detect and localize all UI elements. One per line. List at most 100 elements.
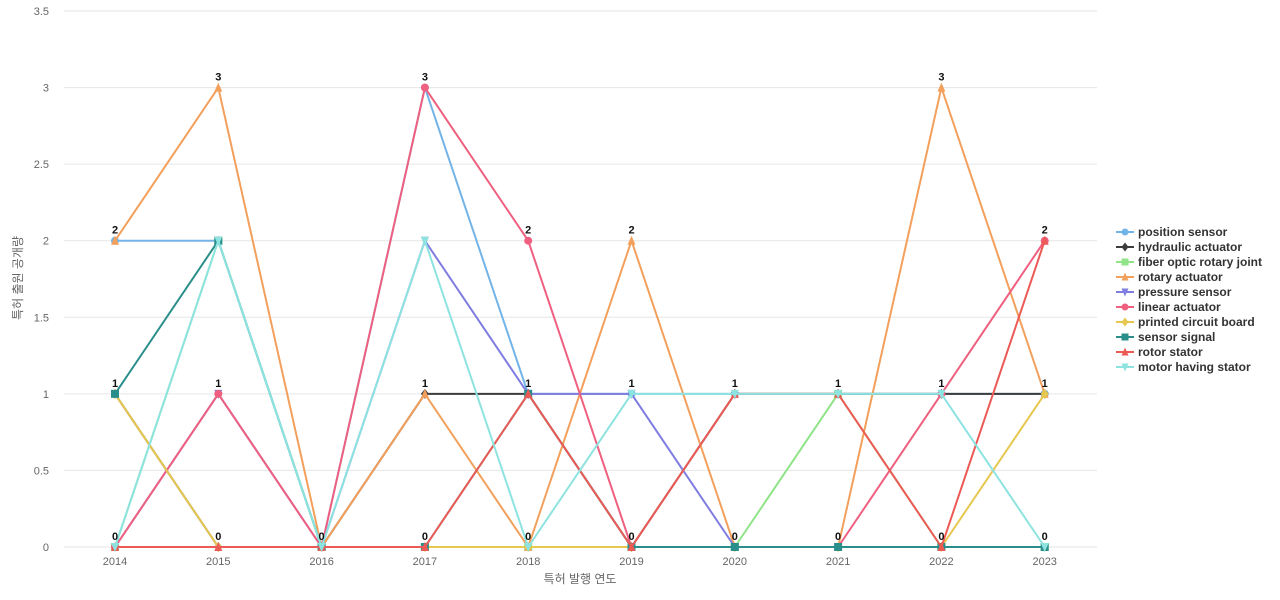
- y-tick-label: 0: [43, 542, 49, 554]
- legend-item-hydraulic-actuator[interactable]: hydraulic actuator: [1116, 239, 1262, 254]
- data-label: 0: [422, 531, 428, 543]
- data-point[interactable]: [1040, 543, 1049, 552]
- legend-item-sensor-signal[interactable]: sensor signal: [1116, 329, 1262, 344]
- data-label: 2: [1042, 225, 1048, 237]
- data-label: 1: [835, 378, 841, 390]
- data-point[interactable]: [524, 543, 533, 552]
- legend-swatch: [1116, 242, 1134, 251]
- legend-marker[interactable]: [1121, 317, 1129, 326]
- y-tick-label: 1: [43, 389, 49, 401]
- legend-label: pressure sensor: [1138, 284, 1232, 299]
- legend-item-printed-circuit-board[interactable]: printed circuit board: [1116, 314, 1262, 329]
- data-label: 1: [938, 378, 944, 390]
- legend-label: rotor stator: [1138, 344, 1203, 359]
- data-point[interactable]: [730, 543, 739, 551]
- data-point[interactable]: [730, 389, 739, 399]
- data-label: 0: [525, 531, 531, 543]
- data-label: 2: [525, 225, 531, 237]
- data-point[interactable]: [524, 388, 533, 398]
- legend-marker[interactable]: [1121, 288, 1129, 296]
- data-point[interactable]: [627, 235, 636, 245]
- legend-marker[interactable]: [1121, 347, 1129, 355]
- legend-swatch: [1116, 347, 1134, 355]
- data-point[interactable]: [937, 82, 946, 92]
- legend-swatch: [1116, 272, 1134, 280]
- legend-item-motor-having-stator[interactable]: motor having stator: [1116, 359, 1262, 374]
- series-motor-having-stator[interactable]: [111, 236, 1049, 552]
- legend-label: position sensor: [1138, 224, 1228, 239]
- data-label: 1: [1042, 378, 1048, 390]
- legend-item-linear-actuator[interactable]: linear actuator: [1116, 299, 1262, 314]
- legend-label: motor having stator: [1138, 359, 1251, 374]
- data-point[interactable]: [111, 543, 119, 552]
- legend-swatch: [1116, 228, 1134, 235]
- data-point[interactable]: [627, 542, 636, 551]
- data-point[interactable]: [214, 542, 223, 551]
- data-label: 0: [1042, 531, 1048, 543]
- legend-marker[interactable]: [1121, 242, 1129, 251]
- y-tick-label: 1.5: [34, 312, 49, 324]
- data-point[interactable]: [420, 83, 429, 92]
- y-tick-label: 2: [43, 236, 49, 248]
- data-point[interactable]: [214, 389, 223, 398]
- legend-label: linear actuator: [1138, 299, 1221, 314]
- data-point[interactable]: [937, 389, 946, 399]
- data-point[interactable]: [834, 543, 843, 551]
- legend-swatch: [1116, 363, 1134, 371]
- x-axis-ticks: 2014 2015 2016 2017 2018 2019 2020 2021 2022 2023: [103, 556, 1057, 568]
- legend-marker[interactable]: [1121, 258, 1129, 265]
- data-point[interactable]: [420, 236, 429, 246]
- data-label: 0: [112, 531, 118, 543]
- data-point[interactable]: [214, 82, 223, 92]
- data-point[interactable]: [524, 236, 533, 245]
- legend-item-rotor-stator[interactable]: rotor stator: [1116, 344, 1262, 359]
- x-tick-label: 2019: [619, 556, 643, 568]
- y-tick-label: 3.5: [34, 6, 49, 18]
- data-point[interactable]: [1040, 235, 1049, 245]
- data-point[interactable]: [834, 389, 843, 399]
- data-label: 1: [112, 378, 118, 390]
- legend-label: fiber optic rotary joint: [1138, 254, 1263, 269]
- x-tick-label: 2020: [723, 556, 747, 568]
- legend-item-rotary-actuator[interactable]: rotary actuator: [1116, 269, 1262, 284]
- data-label: 0: [319, 531, 325, 543]
- chart-legend: position sensor hydraulic actuator fiber o…: [1116, 224, 1262, 374]
- data-point[interactable]: [420, 388, 429, 398]
- data-label: 1: [215, 378, 221, 390]
- data-label: 3: [422, 72, 428, 84]
- series-line-motor-having-stator[interactable]: [114, 239, 1046, 548]
- x-axis-title: 특허 발행 연도: [544, 571, 617, 586]
- data-point[interactable]: [214, 236, 223, 246]
- data-label: 2: [628, 225, 634, 237]
- legend-marker[interactable]: [1121, 363, 1129, 371]
- data-labels: 2 3 0 3 2 2 1 1 3 2 0 0 0 0 0 0 0 0 0 1 1 1 1 1 1 1: [112, 72, 1048, 543]
- data-point[interactable]: [627, 389, 636, 399]
- data-point[interactable]: [937, 542, 946, 551]
- x-tick-label: 2016: [309, 556, 333, 568]
- legend-item-pressure-sensor[interactable]: pressure sensor: [1116, 284, 1262, 299]
- data-point[interactable]: [420, 542, 429, 551]
- data-point[interactable]: [111, 235, 119, 245]
- legend-swatch: [1116, 303, 1134, 310]
- data-label: 0: [628, 531, 634, 543]
- y-tick-label: 2.5: [34, 159, 49, 171]
- x-tick-label: 2017: [413, 556, 437, 568]
- data-label: 2: [112, 225, 118, 237]
- legend-marker[interactable]: [1121, 303, 1129, 310]
- data-label: 0: [835, 531, 841, 543]
- legend-item-fiber-optic-rotary-joint[interactable]: fiber optic rotary joint: [1116, 254, 1262, 269]
- legend-marker[interactable]: [1121, 228, 1129, 235]
- data-point[interactable]: [317, 543, 326, 552]
- legend-item-position-sensor[interactable]: position sensor: [1116, 224, 1262, 239]
- x-tick-label: 2023: [1032, 556, 1056, 568]
- y-axis-title: 특허 출원 공개량: [11, 236, 25, 320]
- legend-marker[interactable]: [1121, 272, 1129, 280]
- series-layer: [111, 82, 1049, 552]
- data-label: 1: [422, 378, 428, 390]
- data-point[interactable]: [1040, 388, 1049, 399]
- legend-label: sensor signal: [1138, 329, 1216, 344]
- data-label: 1: [628, 378, 634, 390]
- data-point[interactable]: [111, 389, 119, 398]
- legend-marker[interactable]: [1121, 333, 1129, 340]
- y-axis-ticks: 0 0.5 1 1.5 2 2.5 3 3.5: [34, 6, 49, 554]
